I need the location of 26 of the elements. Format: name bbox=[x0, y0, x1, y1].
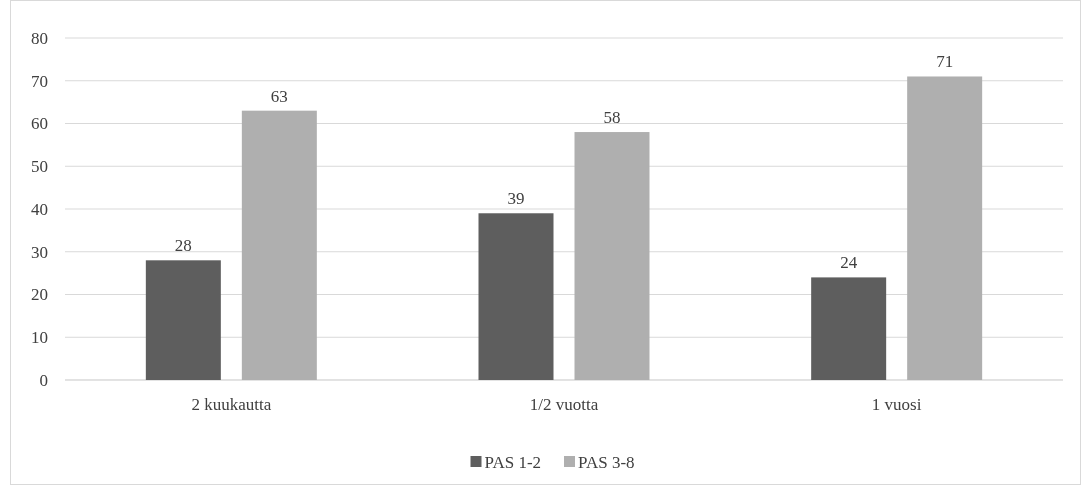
x-tick-label: 2 kuukautta bbox=[191, 395, 272, 414]
data-label: 71 bbox=[936, 52, 954, 72]
bar bbox=[241, 110, 317, 380]
bar bbox=[574, 132, 650, 380]
bar bbox=[478, 213, 554, 380]
data-label: 63 bbox=[270, 86, 288, 106]
data-label: 39 bbox=[507, 189, 525, 209]
data-label: 28 bbox=[174, 236, 192, 256]
y-tick-label: 10 bbox=[31, 328, 48, 348]
y-tick-label: 80 bbox=[31, 28, 48, 48]
y-tick-label: 50 bbox=[31, 157, 48, 177]
y-tick-label: 60 bbox=[31, 114, 48, 134]
x-tick-label: 1/2 vuotta bbox=[529, 395, 599, 414]
legend-label: PAS 3-8 bbox=[578, 452, 635, 472]
bar bbox=[907, 76, 983, 380]
bar bbox=[145, 260, 221, 380]
y-tick-label: 40 bbox=[31, 199, 48, 219]
y-tick-label: 20 bbox=[31, 285, 48, 305]
y-tick-label: 70 bbox=[31, 71, 48, 91]
x-tick-label: 1 vuosi bbox=[871, 395, 922, 414]
bar bbox=[811, 277, 887, 380]
y-tick-label: 30 bbox=[31, 242, 48, 262]
legend-label: PAS 1-2 bbox=[484, 452, 542, 472]
y-tick-label: 0 bbox=[39, 370, 48, 390]
data-label: 58 bbox=[603, 108, 621, 128]
data-label: 24 bbox=[840, 253, 858, 273]
